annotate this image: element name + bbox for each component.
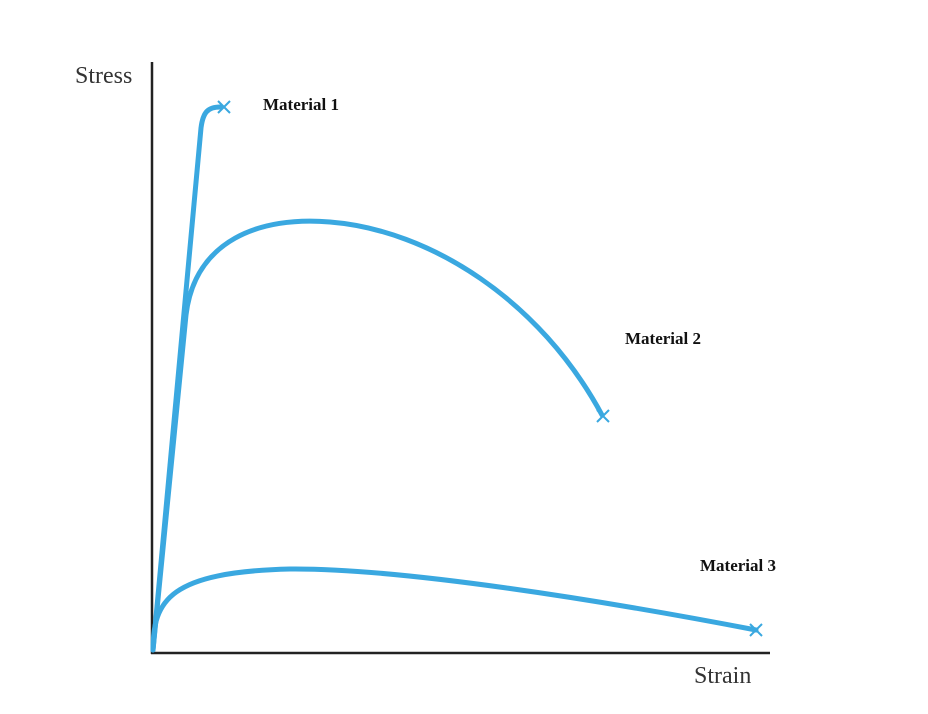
break-marker (217, 100, 231, 114)
curve-label: Material 3 (700, 556, 776, 575)
curve-material-1 (150, 104, 223, 653)
curve-material-2 (150, 218, 605, 653)
break-marker (596, 409, 610, 423)
break-marker (749, 623, 763, 637)
curve-material-3 (150, 566, 759, 653)
curve-label: Material 1 (263, 95, 339, 114)
y-axis-label: Stress (75, 63, 132, 89)
x-axis-label: Strain (694, 663, 751, 689)
curve-label: Material 2 (625, 329, 701, 348)
